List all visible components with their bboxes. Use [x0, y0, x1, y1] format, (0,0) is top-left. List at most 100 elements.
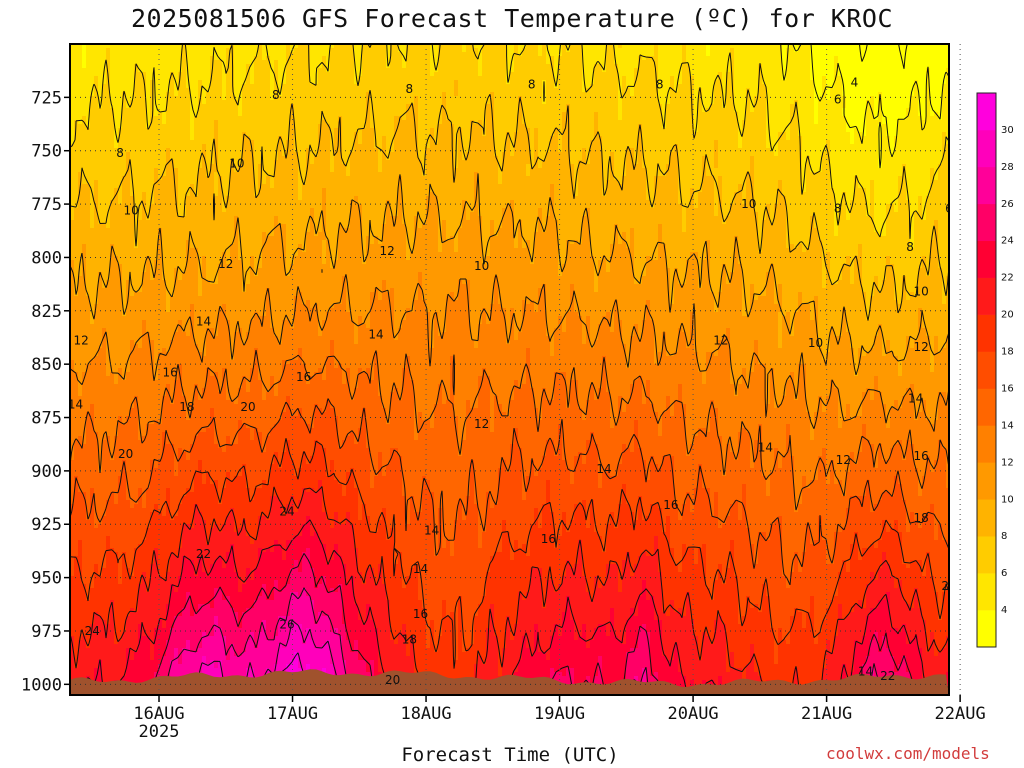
contour-label: 12: [379, 244, 394, 258]
colorbar-swatch: [977, 499, 996, 537]
x-tick-label: 19AUG: [534, 704, 585, 724]
contour-label: 4: [851, 75, 859, 89]
isotherm-8: [70, 90, 949, 321]
colorbar-swatch: [977, 93, 996, 131]
contour-label: 8: [116, 146, 124, 160]
colorbar-tick-label: 12: [1001, 457, 1014, 468]
contour-label: 8: [834, 201, 842, 215]
y-tick-label: 875: [31, 409, 62, 429]
contour-label: 20: [240, 400, 255, 414]
colorbar-swatch: [977, 425, 996, 463]
isotherm-6: [70, 44, 949, 239]
contour-label: 8: [272, 88, 280, 102]
contour-label: 10: [914, 285, 929, 299]
y-tick-label: 900: [31, 462, 62, 482]
contour-label: 8: [406, 82, 414, 96]
y-tick-label: 850: [31, 355, 62, 375]
colorbar-tick-label: 6: [1001, 568, 1007, 579]
y-tick-label: 1000: [21, 675, 62, 695]
isotherm-20: [70, 486, 949, 695]
isotherm-14: [70, 349, 949, 511]
colorbar: 4 6 8 10 12 14 16 18 20 22 24 26 28 30: [976, 92, 1014, 648]
x-tick-label: 17AUG: [267, 704, 318, 724]
contour-label: 10: [474, 259, 489, 273]
temperature-field: [70, 44, 949, 695]
colorbar-swatch: [977, 573, 996, 611]
y-tick-label: 725: [31, 88, 62, 108]
contour-label: 16: [162, 366, 177, 380]
contour-label: 14: [596, 462, 611, 476]
colorbar-swatch: [977, 277, 996, 315]
contour-label: 16: [663, 498, 678, 512]
x-tick-label: 18AUG: [400, 704, 451, 724]
source-credit: coolwx.com/models: [826, 744, 990, 763]
isotherm-4: [780, 44, 949, 169]
contour-label: 12: [713, 334, 728, 348]
colorbar-tick-label: 4: [1001, 605, 1007, 616]
contour-label: 8: [656, 78, 664, 92]
contour-label: 16: [914, 449, 929, 463]
contour-label: 18: [914, 511, 929, 525]
contour-label: 24: [279, 504, 294, 518]
contour-label: 14: [424, 524, 439, 538]
colorbar-tick-label: 20: [1001, 310, 1014, 321]
y-tick-label: 825: [31, 302, 62, 322]
contour-label: 24: [85, 624, 100, 638]
colorbar-swatch: [977, 203, 996, 242]
isotherm-2: [859, 44, 908, 69]
contour-label: 14: [413, 562, 428, 576]
x-tick-label: 21AUG: [801, 704, 852, 724]
contour-label: 8: [528, 78, 536, 92]
x-tick-label: 16AUG: [133, 704, 184, 724]
contour-label: 6: [834, 92, 842, 106]
colorbar-tick-label: 16: [1001, 383, 1014, 394]
contour-label: 12: [218, 257, 233, 271]
contour-label: 20: [118, 447, 133, 461]
contour-label: 14: [368, 327, 383, 341]
y-tick-label: 775: [31, 195, 62, 215]
y-tick-label: 925: [31, 515, 62, 535]
contour-label: 20: [385, 673, 400, 687]
colorbar-swatch: [977, 129, 996, 168]
isotherm-12: [70, 274, 949, 432]
contour-label: 14: [858, 665, 873, 679]
y-tick-label: 750: [31, 142, 62, 162]
ground-fill: [70, 669, 949, 695]
contour-label: 22: [196, 547, 211, 561]
contour-label: 10: [124, 203, 139, 217]
x-axis-label: Forecast Time (UTC): [380, 744, 640, 766]
contour-label: 10: [741, 197, 756, 211]
colorbar-tick-label: 18: [1001, 347, 1014, 358]
plot-frame: [69, 43, 950, 696]
colorbar-tick-label: 10: [1001, 494, 1014, 505]
contour-label: 16: [541, 532, 556, 546]
contour-label: 14: [908, 391, 923, 405]
dotted-grid: [70, 44, 961, 695]
contour-label: 18: [179, 400, 194, 414]
ground-layer: [70, 669, 949, 695]
colorbar-swatch: [977, 314, 996, 352]
contour-label: 18: [402, 633, 417, 647]
isotherm-18: [70, 438, 949, 669]
contour-label: 10: [808, 336, 823, 350]
colorbar-tick-label: 14: [1001, 420, 1014, 431]
contour-label: 10: [229, 157, 244, 171]
contour-label: 14: [758, 440, 773, 454]
contour-label: 26: [279, 618, 294, 632]
colorbar-swatch: [977, 166, 996, 205]
contour-label: 14: [196, 314, 211, 328]
contour-label: 8: [906, 240, 914, 254]
colorbar-tick-label: 24: [1001, 236, 1014, 247]
colorbar-tick-label: 26: [1001, 199, 1014, 210]
colorbar-swatch: [977, 240, 996, 278]
y-tick-label: 950: [31, 569, 62, 589]
colorbar-swatch: [977, 610, 996, 648]
isotherm-10: [70, 173, 949, 376]
chart-title: 2025081506 GFS Forecast Temperature (ºC)…: [0, 4, 1024, 33]
isotherm-16: [70, 398, 949, 586]
x-tick-label: 20AUG: [667, 704, 718, 724]
colorbar-tick-label: 22: [1001, 273, 1014, 284]
contour-label: 12: [914, 340, 929, 354]
x-year-label: 2025: [139, 722, 180, 742]
